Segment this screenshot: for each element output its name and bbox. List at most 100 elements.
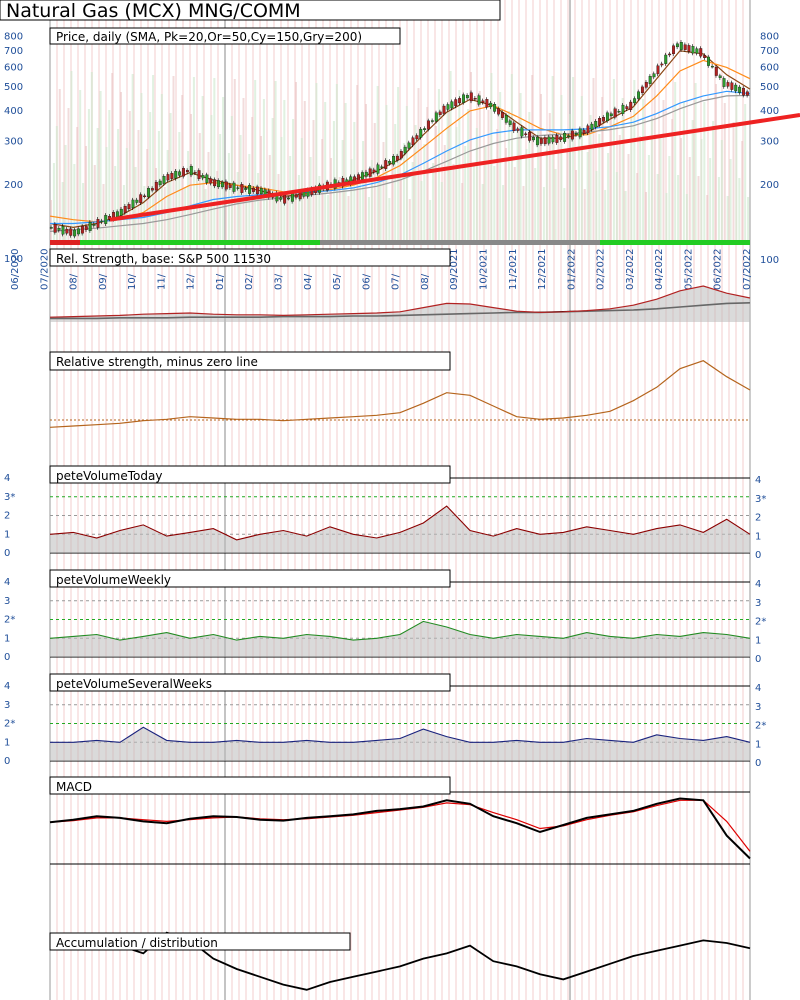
candle-body <box>127 204 131 210</box>
volume-bar <box>312 120 315 240</box>
volume-bar <box>219 134 222 240</box>
volume-bar <box>662 100 665 240</box>
volume-bar <box>706 195 709 240</box>
volume-bar <box>496 129 499 240</box>
volume-bar <box>604 190 607 240</box>
price-ytick-right: 700 <box>760 46 779 57</box>
volume-bar <box>688 157 691 240</box>
volume-bar <box>484 147 487 240</box>
candle-body <box>633 98 637 104</box>
vol-several-ytick-right: 3 <box>755 702 761 713</box>
volume-bar <box>659 137 662 240</box>
vol-weekly-ytick-right: 4 <box>755 579 761 590</box>
candle-body <box>178 171 182 176</box>
candle-body <box>407 142 411 149</box>
vol-several-ytick-right: 4 <box>755 683 761 694</box>
candle-body <box>376 164 380 174</box>
candle-body <box>687 45 691 52</box>
date-label: 09/2021 <box>449 248 460 290</box>
candle-body <box>710 65 714 68</box>
volume-bar <box>475 128 478 240</box>
candle-body <box>609 113 613 117</box>
volume-bar <box>647 155 650 240</box>
volume-bar <box>461 183 464 240</box>
candle-body <box>567 135 570 137</box>
volume-bar <box>64 145 67 240</box>
candle-body <box>543 137 547 145</box>
status-strip-grey <box>320 240 600 245</box>
candle-body <box>458 98 462 104</box>
price-ytick-left: 700 <box>4 46 23 57</box>
candle-body <box>77 228 80 235</box>
candle-body <box>189 166 193 176</box>
candle-body <box>185 170 189 173</box>
candle-body <box>730 82 734 90</box>
volume-bar <box>563 188 566 240</box>
candle-body <box>675 43 679 48</box>
rsz-panel-title: Relative strength, minus zero line <box>56 355 258 369</box>
volume-bar <box>93 165 96 240</box>
vol-weekly-ytick-right: 1 <box>755 635 761 646</box>
volume-bar <box>213 78 216 240</box>
volume-bar <box>61 182 64 240</box>
price-ytick-left: 500 <box>4 82 23 93</box>
vol-today-ytick-left: 0 <box>4 548 10 559</box>
price-ytick-left: 200 <box>4 180 23 191</box>
candle-body <box>532 137 535 141</box>
date-label: 03/2022 <box>625 248 636 290</box>
candle-body <box>147 188 150 198</box>
volume-bar <box>90 72 93 240</box>
candle-body <box>158 180 162 186</box>
candle-body <box>621 104 625 114</box>
date-label: 06/ <box>361 273 372 290</box>
candle-body <box>500 112 504 118</box>
price-candles <box>49 40 749 239</box>
candle-body <box>672 45 675 55</box>
vol-weekly-ytick-left: 0 <box>4 652 10 663</box>
volume-bar <box>551 76 554 240</box>
candle-body <box>629 101 633 110</box>
candle-body <box>139 194 143 203</box>
volume-bar <box>184 188 187 240</box>
volume-bar <box>391 161 394 240</box>
volume-bar <box>207 152 210 240</box>
candle-body <box>279 197 283 200</box>
candle-body <box>69 228 73 236</box>
volume-bar <box>318 176 321 240</box>
volume-bar <box>292 119 295 240</box>
price-title-box <box>49 27 401 45</box>
candle-body <box>96 218 100 228</box>
volume-bar <box>507 111 510 240</box>
candle-body <box>489 102 493 108</box>
candle-body <box>65 228 69 234</box>
date-label: 12/2021 <box>537 248 548 290</box>
candle-body <box>392 156 395 165</box>
candle-body <box>512 122 516 132</box>
main-title: Natural Gas (MCX) MNG/COMM <box>6 0 301 22</box>
volume-bar <box>120 92 122 240</box>
candle-body <box>252 187 255 192</box>
volume-bar <box>583 189 586 240</box>
date-label: 01/2022 <box>566 248 577 290</box>
date-label: 08/ <box>69 273 80 290</box>
volume-bar <box>125 148 128 240</box>
rsz-line <box>49 360 751 428</box>
volume-bar <box>557 132 560 240</box>
volume-bar <box>417 88 420 240</box>
volume-bar <box>245 191 248 240</box>
candle-body <box>104 215 108 224</box>
vol-several-ytick-right: 0 <box>755 758 761 769</box>
candle-body <box>578 128 582 138</box>
vol-today-ytick-left: 3* <box>4 492 15 503</box>
volume-bar <box>642 99 645 240</box>
volume-bar <box>472 165 475 240</box>
rs-line <box>49 285 751 318</box>
volume-bar <box>79 90 82 240</box>
candle-body <box>551 136 555 143</box>
vol-today-ytick-left: 4 <box>4 473 10 484</box>
rs-ytick-right: 100 <box>760 255 779 266</box>
volume-bar <box>283 100 286 240</box>
date-label: 12/ <box>186 273 197 290</box>
candle-body <box>92 224 96 226</box>
vs-title-box <box>49 673 451 692</box>
